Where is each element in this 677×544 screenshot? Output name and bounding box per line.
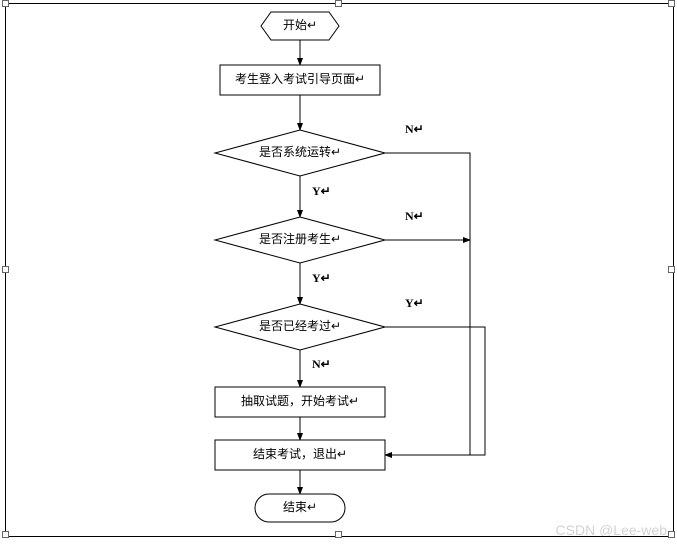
flowchart-svg: Y↵ Y↵ N↵ N↵ N↵ Y↵ 开始↵ 考生登入考试引导页面↵ 是否系统运转↵ 是否注册考生↵… [0, 0, 677, 544]
svg-text:抽取试题，开始考试↵: 抽取试题，开始考试↵ [241, 393, 359, 408]
diagram-canvas: Y↵ Y↵ N↵ N↵ N↵ Y↵ 开始↵ 考生登入考试引导页面↵ 是否系统运转↵ 是否注册考生↵… [0, 0, 677, 544]
svg-text:N↵: N↵ [405, 209, 424, 223]
svg-text:考生登入考试引导页面↵: 考生登入考试引导页面↵ [235, 71, 365, 86]
svg-text:Y↵: Y↵ [312, 184, 331, 198]
svg-text:是否已经考过↵: 是否已经考过↵ [259, 319, 341, 333]
svg-text:开始↵: 开始↵ [283, 18, 317, 32]
svg-text:N↵: N↵ [405, 122, 424, 136]
svg-text:Y↵: Y↵ [312, 271, 331, 285]
svg-text:Y↵: Y↵ [405, 296, 424, 310]
svg-text:结束考试，退出↵: 结束考试，退出↵ [253, 446, 347, 461]
svg-text:结束↵: 结束↵ [283, 500, 317, 514]
svg-text:是否系统运转↵: 是否系统运转↵ [259, 144, 341, 159]
svg-text:N↵: N↵ [312, 357, 331, 371]
svg-text:是否注册考生↵: 是否注册考生↵ [259, 231, 341, 246]
